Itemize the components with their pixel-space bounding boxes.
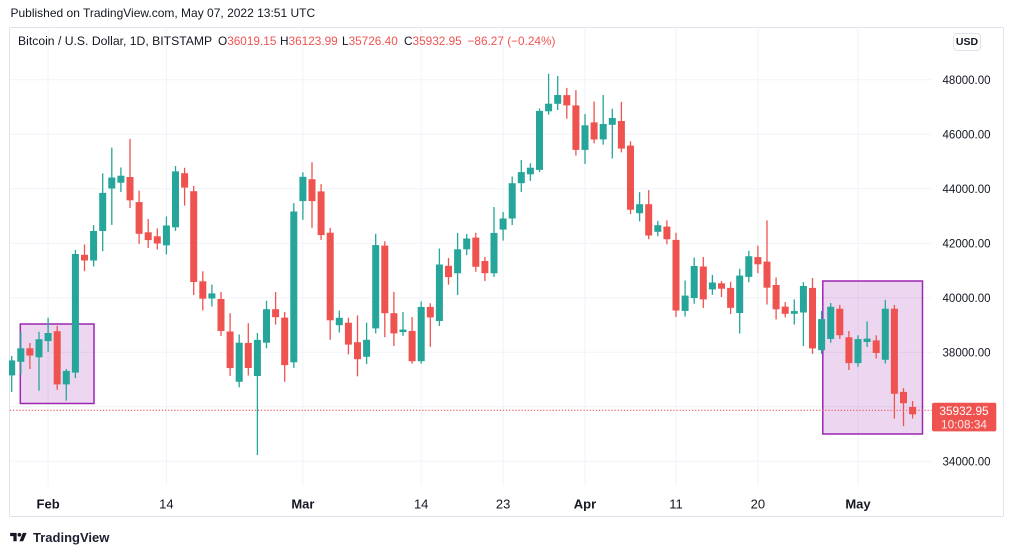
svg-text:38000.00: 38000.00: [943, 347, 991, 359]
svg-text:May: May: [845, 497, 871, 512]
svg-text:14: 14: [414, 497, 428, 512]
svg-text:48000.00: 48000.00: [943, 75, 991, 87]
svg-text:46000.00: 46000.00: [943, 129, 991, 141]
svg-text:20: 20: [751, 497, 765, 512]
svg-text:Feb: Feb: [37, 497, 60, 512]
svg-text:44000.00: 44000.00: [943, 184, 991, 196]
svg-text:35932.95: 35932.95: [939, 404, 989, 418]
svg-text:Apr: Apr: [574, 497, 596, 512]
svg-text:42000.00: 42000.00: [943, 238, 991, 250]
svg-text:34000.00: 34000.00: [943, 456, 991, 468]
svg-text:10:08:34: 10:08:34: [941, 417, 987, 431]
svg-text:11: 11: [669, 497, 683, 512]
svg-text:40000.00: 40000.00: [943, 293, 991, 305]
svg-text:14: 14: [159, 497, 173, 512]
svg-text:23: 23: [496, 497, 510, 512]
svg-text:Mar: Mar: [291, 497, 314, 512]
